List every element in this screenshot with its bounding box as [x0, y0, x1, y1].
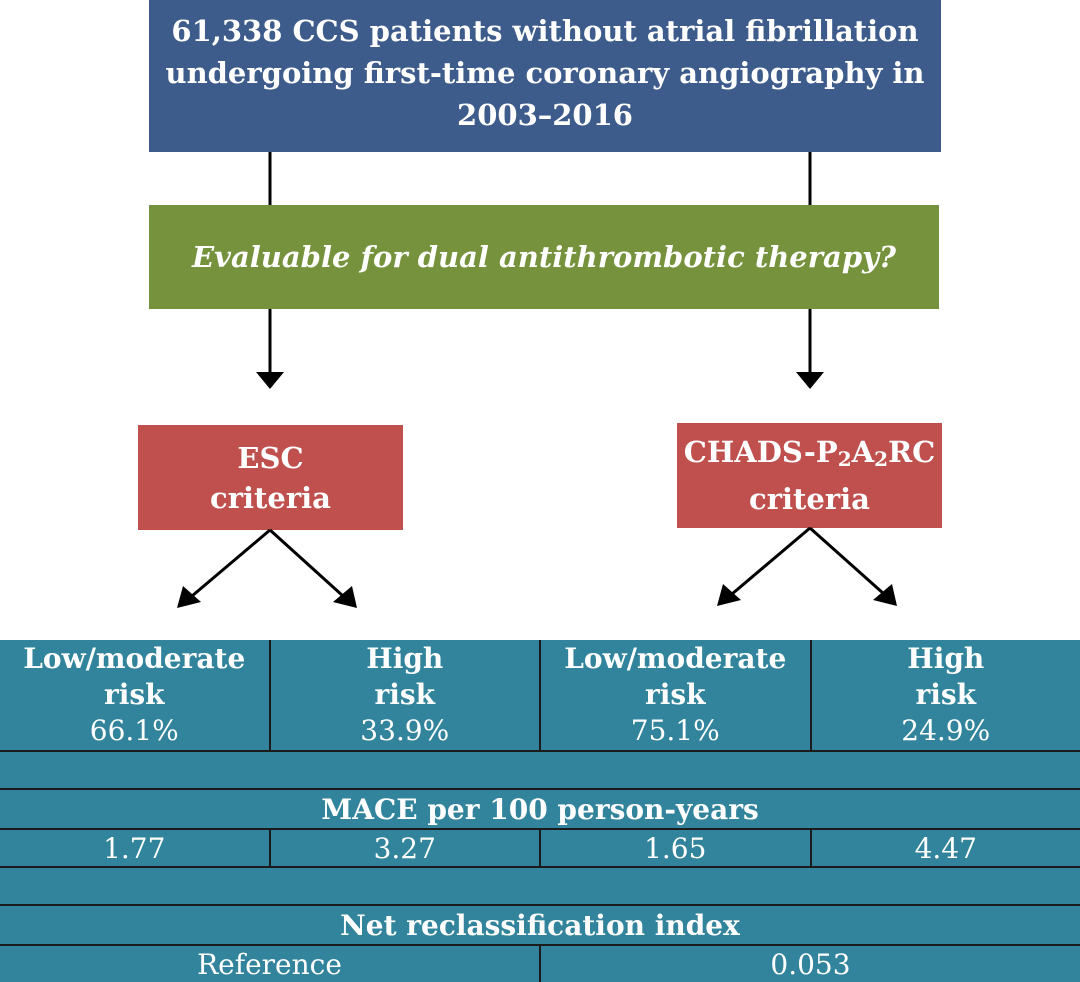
chads-low-moderate-percent: 75.1% [630, 714, 720, 747]
arrowhead-chads [796, 372, 824, 389]
connector-chads-low [731, 526, 811, 596]
esc-label: ESC [237, 440, 304, 475]
mace-value-chads-high: 4.47 [914, 831, 977, 865]
nri-heading: Net reclassification index [340, 908, 740, 942]
connector-esc-high [268, 528, 345, 598]
mace-value-esc-low: 1.77 [0, 830, 271, 866]
question-text: Evaluable for dual antithrombotic therap… [192, 240, 896, 274]
esc-high-percent: 33.9% [360, 714, 450, 747]
nri-value-esc: Reference [0, 946, 541, 982]
chads-high-percent: 24.9% [901, 714, 991, 747]
arrowhead-esc [256, 372, 284, 389]
mace-heading-row: MACE per 100 person-years [0, 790, 1080, 830]
arrowhead-esc-low [177, 586, 201, 608]
population-line-3: 2003–2016 [457, 98, 633, 132]
chads-low-moderate-cell: Low/moderate risk 75.1% [541, 640, 812, 750]
connector-chads-high [809, 526, 885, 596]
esc-criteria-box: ESC criteria [138, 425, 403, 530]
question-box: Evaluable for dual antithrombotic therap… [149, 205, 939, 309]
chads-criteria-box: CHADS-P2A2RC criteria [677, 423, 942, 528]
esc-low-moderate-percent: 66.1% [89, 714, 179, 747]
results-table: Low/moderate risk 66.1% High risk 33.9% … [0, 640, 1080, 982]
mace-value-chads-low: 1.65 [541, 830, 812, 866]
nri-heading-row: Net reclassification index [0, 906, 1080, 946]
esc-high-cell: High risk 33.9% [271, 640, 541, 750]
mace-values-row: 1.77 3.27 1.65 4.47 [0, 830, 1080, 868]
connector-esc-low [191, 528, 271, 598]
population-line-2: undergoing first-time coronary angiograp… [165, 56, 925, 90]
chads-criteria-label: criteria [749, 482, 870, 516]
esc-criteria-label: criteria [210, 480, 331, 515]
mace-value-esc-high: 3.27 [271, 830, 541, 866]
mace-heading: MACE per 100 person-years [321, 792, 759, 826]
spacer-row [0, 752, 1080, 790]
esc-low-moderate-cell: Low/moderate risk 66.1% [0, 640, 271, 750]
arrowhead-esc-high [333, 586, 357, 608]
population-line-1: 61,338 CCS patients without atrial fibri… [171, 14, 919, 48]
spacer-row-2 [0, 868, 1080, 906]
arrowhead-chads-low [717, 584, 741, 606]
nri-values-row: Reference 0.053 [0, 946, 1080, 982]
chads-high-cell: High risk 24.9% [812, 640, 1080, 750]
chads-label: CHADS-P2A2RC [683, 435, 936, 471]
risk-group-row: Low/moderate risk 66.1% High risk 33.9% … [0, 640, 1080, 752]
arrowhead-chads-high [873, 584, 897, 606]
population-box: 61,338 CCS patients without atrial fibri… [149, 0, 941, 152]
nri-value-chads: 0.053 [770, 947, 851, 981]
